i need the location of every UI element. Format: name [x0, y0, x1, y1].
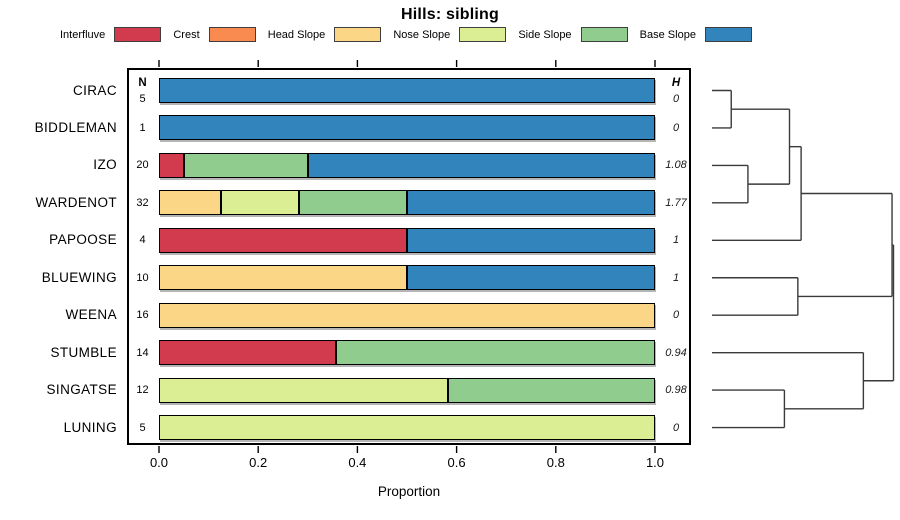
bar-segment-base-slope: [159, 115, 655, 141]
x-tick-label: 1.0: [645, 455, 665, 470]
n-value: 16: [136, 309, 149, 322]
y-axis-label: STUMBLE: [50, 344, 117, 360]
n-value: 12: [136, 384, 149, 397]
bar-segment-head-slope: [159, 190, 221, 216]
legend-label: Crest: [173, 28, 200, 41]
bar-row: [159, 78, 655, 103]
bar-row: [159, 115, 655, 141]
bar-segment-head-slope: [159, 265, 407, 291]
bar-segment-side-slope: [336, 340, 655, 366]
n-value: 5: [139, 421, 146, 434]
bar-segment-interfluve: [159, 152, 184, 178]
bar-row: [159, 340, 655, 366]
bar-row: [159, 265, 655, 291]
legend-item: Base Slope: [640, 27, 752, 42]
h-column-header: H: [671, 77, 681, 89]
h-value: 0: [672, 121, 680, 134]
n-value: 14: [136, 346, 149, 359]
bar-row: [159, 152, 655, 178]
legend-swatch: [459, 27, 507, 42]
bar-segment-base-slope: [159, 78, 655, 103]
h-value: 0: [672, 421, 680, 434]
legend-swatch: [580, 27, 628, 42]
legend-label: Base Slope: [639, 28, 696, 41]
x-tick-label: 0.0: [149, 455, 169, 470]
x-tick-label: 0.6: [447, 455, 466, 470]
y-axis-label: WEENA: [65, 307, 117, 323]
y-axis-label: SINGATSE: [46, 382, 117, 398]
bar-segment-side-slope: [299, 190, 407, 216]
y-axis-label: IZO: [93, 157, 117, 173]
h-value: 0: [672, 92, 680, 105]
bar-row: [159, 415, 655, 441]
bar-segment-interfluve: [159, 227, 407, 253]
bar-segment-base-slope: [308, 152, 655, 178]
bar-row: [159, 377, 655, 403]
legend-item: Crest: [173, 27, 256, 42]
legend-item: Head Slope: [268, 27, 382, 42]
h-value: 0.94: [665, 346, 687, 359]
y-axis-label: BLUEWING: [41, 269, 117, 285]
x-tick-label: 0.2: [249, 455, 268, 470]
legend-label: Interfluve: [60, 28, 106, 41]
legend-item: Interfluve: [60, 27, 162, 42]
h-value: 1: [672, 271, 680, 284]
bar-segment-nose-slope: [221, 190, 299, 216]
legend-swatch: [208, 27, 256, 42]
bar-segment-side-slope: [184, 152, 308, 178]
bar-segment-nose-slope: [159, 415, 655, 441]
bar-segment-base-slope: [407, 265, 655, 291]
h-value: 1.08: [665, 159, 687, 172]
chart-title: Hills: sibling: [401, 6, 499, 23]
n-value: 1: [139, 121, 146, 134]
y-axis-label: BIDDLEMAN: [34, 119, 117, 135]
n-value: 5: [139, 92, 146, 105]
y-axis-label: PAPOOSE: [49, 232, 117, 248]
x-tick-label: 0.4: [348, 455, 367, 470]
plot-box: [127, 68, 691, 445]
x-axis-title: Proportion: [377, 484, 441, 499]
legend-item: Nose Slope: [393, 27, 507, 42]
bar-row: [159, 302, 655, 328]
n-value: 10: [136, 271, 149, 284]
y-axis-label: WARDENOT: [35, 194, 117, 210]
h-value: 0: [672, 309, 680, 322]
bar-row: [159, 227, 655, 253]
y-axis-label: LUNING: [63, 419, 117, 435]
h-value: 1.77: [665, 196, 687, 209]
bar-row: [159, 190, 655, 216]
legend-swatch: [114, 27, 162, 42]
bar-segment-base-slope: [407, 227, 655, 253]
bar-segment-nose-slope: [159, 377, 448, 403]
n-column-header: N: [138, 77, 147, 89]
legend-swatch: [704, 27, 752, 42]
bar-segment-side-slope: [448, 377, 655, 403]
legend-label: Side Slope: [518, 28, 572, 41]
legend-label: Head Slope: [267, 28, 326, 41]
bar-segment-head-slope: [159, 302, 655, 328]
h-value: 1: [672, 234, 680, 247]
y-axis-label: CIRAC: [72, 82, 117, 98]
legend-label: Nose Slope: [393, 28, 451, 41]
bar-segment-base-slope: [407, 190, 655, 216]
n-value: 4: [139, 234, 146, 247]
bar-segment-interfluve: [159, 340, 336, 366]
legend: Interfluve Crest Head Slope Nose Slope Side …: [60, 26, 752, 43]
legend-swatch: [334, 27, 382, 42]
n-value: 32: [136, 196, 149, 209]
h-value: 0.98: [665, 384, 687, 397]
n-value: 20: [136, 159, 149, 172]
legend-item: Side Slope: [518, 27, 628, 42]
x-tick-label: 0.8: [546, 455, 565, 470]
